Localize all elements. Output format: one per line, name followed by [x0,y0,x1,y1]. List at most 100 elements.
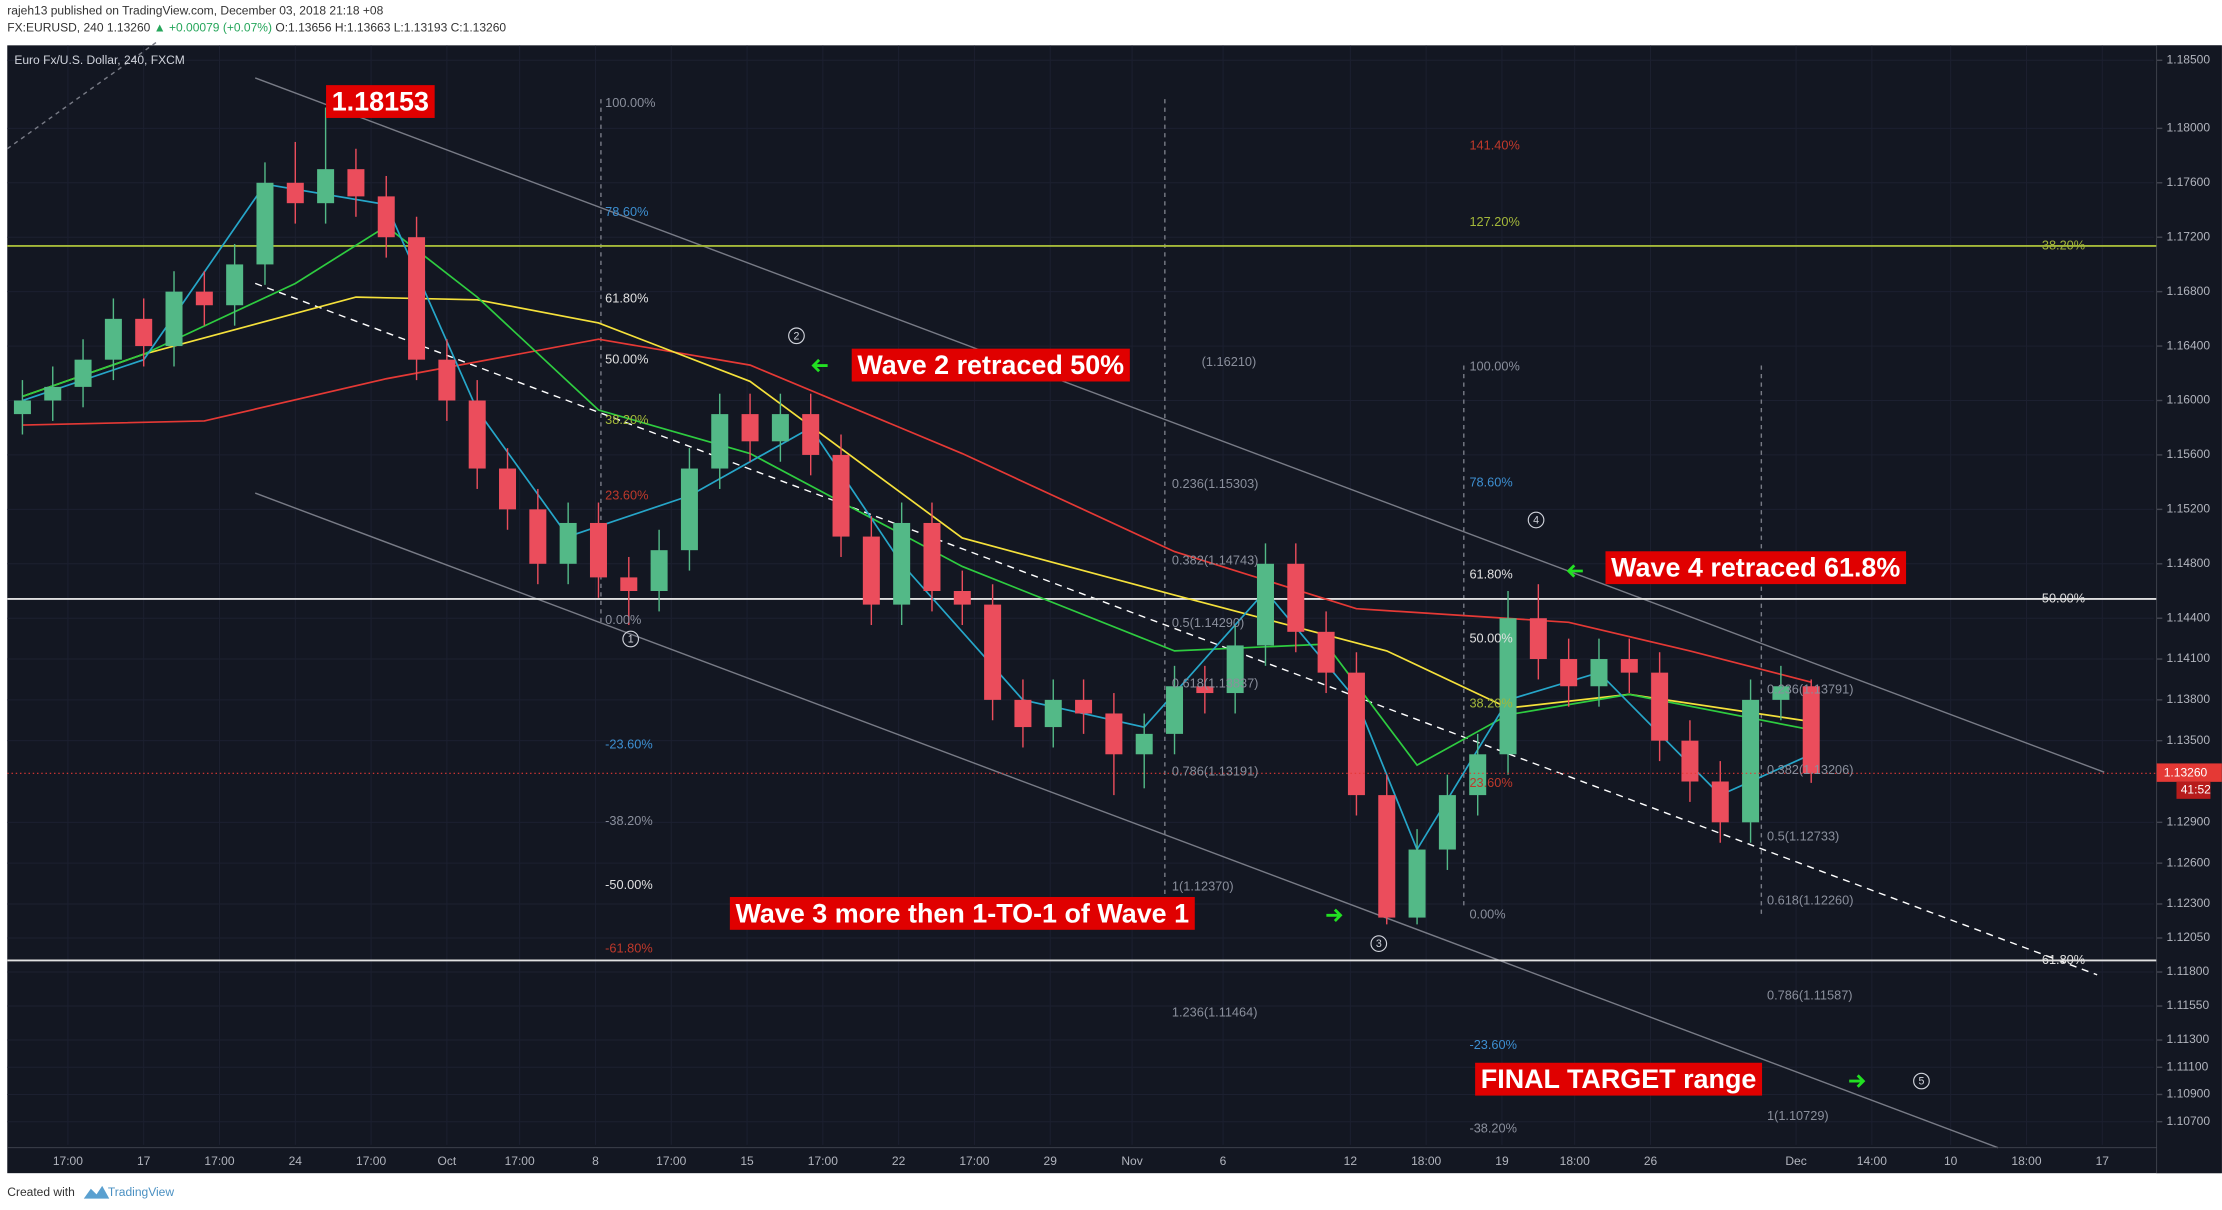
fib-label: 50.00% [1469,630,1512,645]
moving-average [22,225,1812,767]
fib-label: (1.16210) [1202,354,1257,369]
fib-label: 0.382(1.14743) [1172,552,1259,567]
candle-body [1590,659,1608,687]
x-tick-label: 17:00 [356,1154,386,1168]
y-tick-label: 1.10900 [2167,1087,2211,1101]
x-tick-label: 24 [289,1154,303,1168]
y-tick-label: 1.17600 [2167,175,2211,189]
x-tick-label: 17:00 [505,1154,535,1168]
callout-text: Wave 3 more then 1-TO-1 of Wave 1 [736,898,1190,928]
fib-label: 61.80% [605,290,648,305]
candle-body [1317,631,1335,673]
candle-body [347,169,365,197]
callout-text: 1.18153 [332,87,429,117]
channel-upper [254,77,2105,773]
x-tick-label: 8 [592,1154,599,1168]
candle-body [620,577,638,591]
y-tick-label: 1.11100 [2167,1059,2209,1073]
fib-label: 0.618(1.12260) [1767,892,1854,907]
candle-body [802,414,820,455]
candle-body [1256,563,1274,646]
callout-box [729,896,1195,930]
x-tick-label: 17:00 [808,1154,838,1168]
change: ▲ +0.00079 (+0.07%) [154,21,272,35]
y-tick-label: 1.12300 [2167,896,2211,910]
fib-label: 38.20% [1469,696,1512,711]
fib-label: 127.20% [1469,214,1519,229]
fib-label: -23.60% [1469,1037,1517,1052]
fib-label: 0.236(1.15303) [1172,476,1259,491]
y-tick-label: 1.13800 [2167,692,2211,706]
candle-body [923,522,941,591]
level-label: 50.00% [2042,590,2085,605]
candle-body [1681,740,1699,782]
fib-label: 78.60% [1469,475,1512,490]
candle-body [1226,645,1244,694]
chart-panel [7,45,2222,1174]
candle-body [165,291,183,347]
x-tick-label: 6 [1220,1154,1227,1168]
x-tick-label: 18:00 [1560,1154,1590,1168]
level-label: 61.80% [2042,952,2085,967]
candle-body [771,414,789,442]
wave-number: 4 [1533,515,1539,527]
fib-label: 1.236(1.11464) [1172,1004,1258,1019]
symbol-line: FX:EURUSD, 240 1.13260 ▲ +0.00079 (+0.07… [7,21,506,35]
y-tick-label: 1.12900 [2167,815,2211,829]
arrow [811,358,828,373]
chart-title: Euro Fx/U.S. Dollar, 240, FXCM [14,53,185,67]
y-tick-label: 1.18500 [2167,52,2211,66]
timer-label: 41:52 [2181,783,2211,797]
fib-label: 100.00% [1469,358,1519,373]
x-tick-label: 17:00 [959,1154,989,1168]
fib-label: 0.00% [605,612,641,627]
candle-body [1378,795,1396,918]
y-tick-label: 1.11550 [2167,998,2210,1012]
y-tick-label: 1.14800 [2167,556,2211,570]
candle-body [589,522,607,578]
candle-body [1044,699,1062,728]
candle-body [1802,686,1820,774]
wave-circle [1913,1072,1930,1090]
arrow [1326,908,1343,922]
candle-body [741,414,759,442]
wave-circle [622,630,640,648]
fib-label: 100.00% [605,95,655,110]
x-tick-label: 14:00 [1857,1154,1887,1168]
wave-number: 2 [794,330,800,342]
x-tick-label: 12 [1344,1154,1358,1168]
arrow [1566,564,1583,578]
x-tick-label: 15 [740,1154,754,1168]
candle-body [1105,713,1123,755]
candle-body [953,590,971,605]
candle-body [711,414,729,469]
candle-body [1438,795,1456,850]
fib-label: 0.00% [1469,907,1505,922]
callout-box [1475,1062,1763,1096]
fib-label: -38.20% [1469,1121,1517,1136]
callout-text: Wave 2 retraced 50% [857,350,1124,380]
x-tick-label: 17:00 [204,1154,234,1168]
fib-label: 78.60% [605,204,648,219]
author-line: rajeh13 published on TradingView.com, De… [7,4,383,18]
level-label: 38.20% [2042,237,2085,252]
y-tick-label: 1.12050 [2167,930,2211,944]
footer-created: Created with [7,1185,75,1199]
arrow [1849,1074,1866,1088]
candle-body [1166,686,1184,734]
fib-label: 0.786(1.11587) [1767,987,1853,1002]
candle-body [559,522,577,564]
candle-body [44,386,62,401]
symbol: FX:EURUSD, 240 [7,21,104,35]
wave-number: 5 [1918,1076,1924,1088]
wave-circle [788,327,805,345]
candle-body [1560,659,1578,687]
footer-brand: TradingView [108,1185,175,1199]
fib-label: 50.00% [605,351,648,366]
candle-body [1075,699,1093,714]
y-tick-label: 1.16000 [2167,393,2211,407]
fib-label: -50.00% [605,877,653,892]
candle-body [104,318,122,360]
callout-box [851,348,1130,382]
